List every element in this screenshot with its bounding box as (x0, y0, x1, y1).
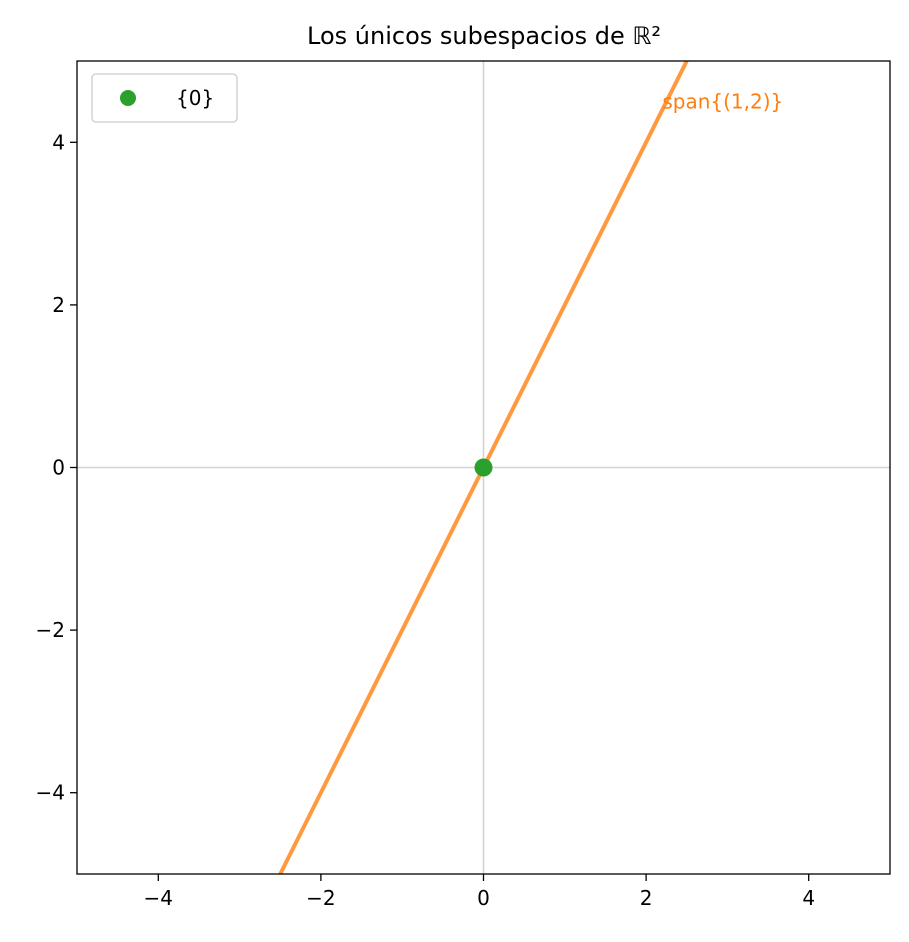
x-axis-ticks: −4 −2 0 2 4 (144, 874, 815, 910)
x-tick-label: 2 (640, 886, 653, 910)
y-tick-label: 2 (52, 293, 65, 317)
zero-subspace-point (474, 458, 493, 477)
chart-title: Los únicos subespacios de ℝ² (307, 22, 661, 50)
y-tick-label: −4 (36, 781, 65, 805)
annotation-layer: span{(1,2)} (662, 90, 783, 114)
x-tick-label: −2 (306, 886, 335, 910)
legend-box (91, 73, 238, 123)
x-tick-label: −4 (144, 886, 173, 910)
y-axis-ticks: −4 −2 0 2 4 (36, 130, 77, 805)
series-layer (278, 60, 689, 875)
y-tick-label: 0 (52, 456, 65, 480)
legend-marker-zero-subspace (120, 90, 136, 106)
legend-label-zero-subspace: {0} (176, 86, 214, 110)
y-tick-label: −2 (36, 618, 65, 642)
x-tick-label: 0 (477, 886, 490, 910)
span-annotation: span{(1,2)} (662, 90, 783, 114)
plot-area: span{(1,2)} (77, 60, 890, 875)
x-tick-label: 4 (802, 886, 815, 910)
legend: {0} (91, 73, 238, 123)
y-tick-label: 4 (52, 130, 65, 154)
